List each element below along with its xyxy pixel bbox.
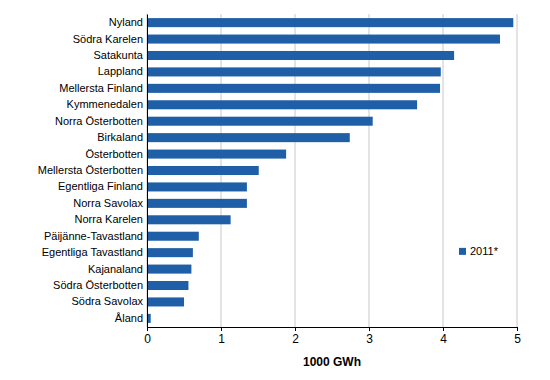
y-tick: Österbotten — [86, 148, 147, 160]
legend: 2011* — [459, 245, 499, 257]
y-tick: Kymmenedalen — [67, 98, 147, 110]
bar — [147, 199, 247, 208]
y-tick-label: Norra Österbotten — [55, 115, 143, 127]
plot: 0 1 2 3 4 5 Nyland Södra Karelen Satakunta Lappla… — [38, 14, 521, 346]
y-tick-label: Nyland — [109, 16, 143, 28]
y-tick: Åland — [115, 312, 147, 324]
bar — [147, 18, 513, 27]
x-tick-label: 5 — [514, 332, 521, 346]
x-tick-mark — [147, 327, 148, 331]
y-tick: Norra Karelen — [75, 213, 147, 225]
x-axis-title: 1000 GWh — [303, 355, 361, 369]
bar — [147, 67, 441, 76]
bar — [147, 35, 500, 44]
y-tick-label: Mellersta Österbotten — [38, 164, 143, 176]
bar — [147, 182, 247, 191]
y-tick: Egentliga Tavastland — [42, 246, 147, 258]
y-tick: Nyland — [109, 16, 147, 28]
y-tick: Birkaland — [97, 131, 147, 143]
bar — [147, 117, 373, 126]
y-tick: Norra Österbotten — [55, 115, 147, 127]
bar — [147, 133, 350, 142]
y-tick: Egentliga Finland — [58, 180, 147, 192]
x-tick-label: 1 — [218, 332, 225, 346]
y-tick: Mellersta Finland — [59, 82, 147, 94]
y-tick-label: Egentliga Tavastland — [42, 246, 143, 258]
x-tick-label: 3 — [366, 332, 373, 346]
chart: 0 1 2 3 4 5 Nyland Södra Karelen Satakunta Lappla… — [0, 0, 550, 380]
bar — [147, 297, 184, 306]
x-tick-label: 0 — [144, 332, 151, 346]
bar — [147, 248, 193, 257]
y-tick-label: Päijänne-Tavastland — [44, 230, 143, 242]
x-tick-mark — [369, 327, 370, 331]
y-tick-label: Birkaland — [97, 131, 143, 143]
y-tick: Norra Savolax — [73, 197, 147, 209]
y-tick: Kajanaland — [88, 263, 147, 275]
grid-line — [369, 14, 370, 327]
x-tick: 2 — [292, 327, 299, 346]
y-tick-label: Kymmenedalen — [67, 98, 143, 110]
x-tick-label: 4 — [440, 332, 447, 346]
grid-line — [443, 14, 444, 327]
bar — [147, 166, 259, 175]
x-tick-label: 2 — [292, 332, 299, 346]
x-tick-mark — [443, 327, 444, 331]
grid-line — [517, 14, 518, 327]
grid — [147, 14, 517, 327]
y-tick-label: Norra Savolax — [73, 197, 143, 209]
x-tick: 0 — [144, 327, 151, 346]
bar — [147, 84, 440, 93]
bar — [147, 51, 454, 60]
bar — [147, 232, 199, 241]
grid-line — [147, 14, 148, 327]
bar — [147, 215, 231, 224]
y-tick: Lappland — [98, 65, 147, 77]
y-tick-label: Lappland — [98, 65, 143, 77]
y-tick: Södra Karelen — [73, 33, 147, 45]
x-tick: 5 — [514, 327, 521, 346]
x-tick-mark — [295, 327, 296, 331]
bars — [147, 18, 513, 323]
bar — [147, 100, 417, 109]
y-tick-label: Egentliga Finland — [58, 180, 143, 192]
x-tick-mark — [221, 327, 222, 331]
y-tick: Södra Savolax — [71, 295, 147, 307]
y-tick-label: Kajanaland — [88, 263, 143, 275]
y-tick: Mellersta Österbotten — [38, 164, 147, 176]
bar — [147, 281, 188, 290]
y-axis: Nyland Södra Karelen Satakunta Lappland Mell… — [38, 15, 148, 328]
y-tick: Satakunta — [93, 49, 147, 61]
y-axis-line — [147, 15, 148, 328]
y-tick: Päijänne-Tavastland — [44, 230, 147, 242]
y-tick-label: Österbotten — [86, 148, 143, 160]
y-tick-label: Satakunta — [93, 49, 143, 61]
y-tick-label: Södra Österbotten — [53, 279, 143, 291]
y-tick-label: Åland — [115, 312, 143, 324]
x-axis-line — [148, 327, 518, 328]
x-axis: 0 1 2 3 4 5 — [144, 327, 521, 346]
bar — [147, 265, 191, 274]
x-tick-mark — [517, 327, 518, 331]
x-tick: 4 — [440, 327, 447, 346]
y-tick-label: Södra Karelen — [73, 33, 143, 45]
y-tick-label: Södra Savolax — [71, 295, 143, 307]
grid-line — [295, 14, 296, 327]
x-tick: 3 — [366, 327, 373, 346]
legend-swatch — [459, 248, 466, 255]
bar — [147, 150, 286, 159]
y-tick-label: Mellersta Finland — [59, 82, 143, 94]
legend-label: 2011* — [470, 245, 499, 257]
y-tick-label: Norra Karelen — [75, 213, 143, 225]
x-tick: 1 — [218, 327, 225, 346]
y-tick: Södra Österbotten — [53, 279, 147, 291]
